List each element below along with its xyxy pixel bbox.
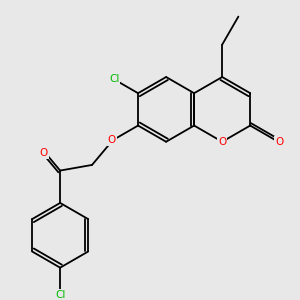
- Text: O: O: [108, 135, 116, 145]
- Text: O: O: [275, 137, 284, 147]
- Text: O: O: [40, 148, 48, 158]
- Text: Cl: Cl: [109, 74, 119, 84]
- Text: Cl: Cl: [55, 290, 65, 300]
- Text: O: O: [218, 137, 226, 147]
